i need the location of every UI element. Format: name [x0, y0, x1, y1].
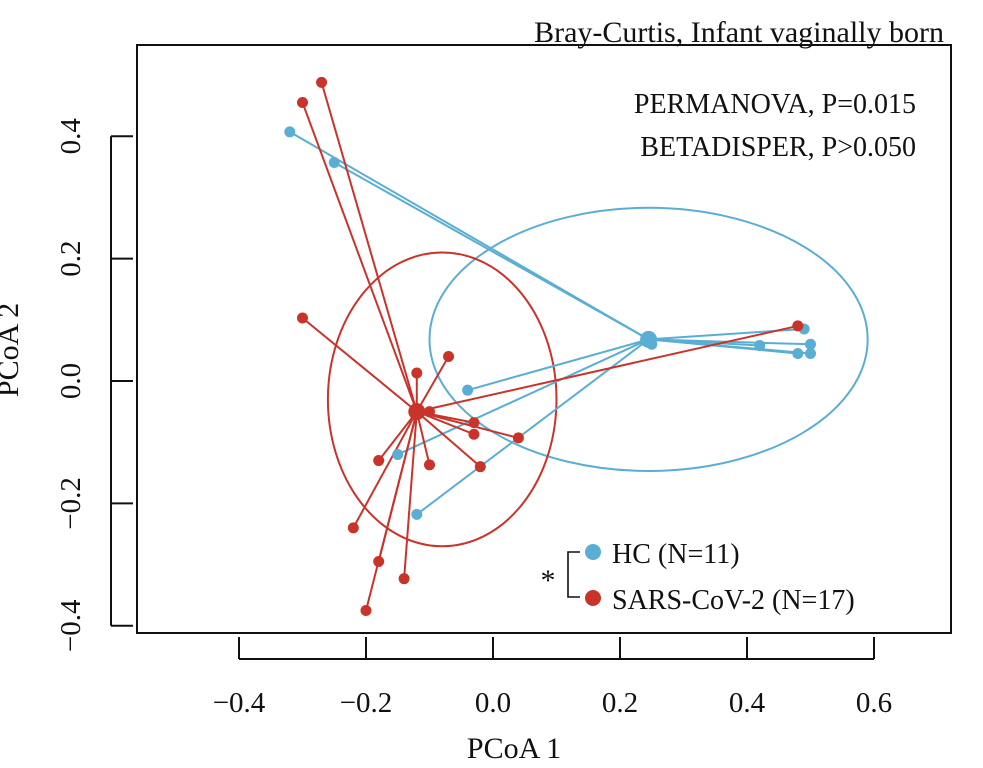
- group-ellipses: [326, 206, 869, 548]
- data-point: [411, 367, 423, 379]
- y-tick-label: 0.4: [55, 118, 87, 155]
- betadisper-annotation: BETADISPER, P>0.050: [640, 132, 916, 163]
- y-tick-label: −0.4: [55, 599, 87, 652]
- spoke-line: [365, 411, 418, 611]
- confidence-ellipse-0: [428, 206, 869, 472]
- centroid-marker-1: [408, 403, 426, 421]
- spoke-line: [352, 411, 418, 529]
- y-tick-label: −0.2: [55, 477, 87, 530]
- plot-frame: [136, 44, 952, 634]
- data-point: [398, 573, 410, 585]
- legend: * HC (N=11) SARS-CoV-2 (N=17): [541, 539, 855, 616]
- data-point: [360, 605, 372, 616]
- data-point: [328, 157, 340, 169]
- x-tick-label: 0.4: [729, 687, 766, 719]
- x-tick-label: 0.0: [475, 687, 511, 719]
- y-tick-label: 0.2: [55, 240, 87, 276]
- data-point: [474, 461, 486, 473]
- permanova-annotation: PERMANOVA, P=0.015: [634, 89, 916, 120]
- legend-marker-hc: [585, 544, 601, 560]
- spoke-line: [301, 102, 418, 412]
- data-point: [373, 556, 385, 568]
- x-tick-label: 0.2: [602, 687, 638, 719]
- data-point: [792, 320, 804, 332]
- x-axis-label: PCoA 1: [467, 732, 561, 765]
- spoke-line: [397, 338, 649, 456]
- spoke-line: [416, 410, 519, 439]
- significance-marker: *: [541, 564, 556, 597]
- spoke-line: [333, 161, 650, 341]
- data-point: [462, 384, 474, 396]
- data-point: [805, 338, 816, 350]
- x-axis: −0.4 −0.2 0.0 0.2 0.4 0.6: [213, 637, 892, 719]
- centroid-marker-0: [640, 330, 658, 348]
- data-point: [316, 76, 328, 88]
- data-point: [411, 508, 423, 520]
- data-point: [424, 406, 435, 418]
- spoke-line: [416, 324, 799, 413]
- y-axis-label: PCoA 2: [0, 303, 25, 397]
- centroid-spokes: [289, 82, 811, 611]
- spoke-line: [416, 410, 481, 468]
- spoke-line: [301, 317, 418, 413]
- x-tick-label: 0.6: [856, 687, 892, 719]
- spoke-line: [403, 411, 418, 579]
- data-point: [284, 126, 296, 138]
- y-axis: −0.4 −0.2 0.0 0.2 0.4: [55, 118, 133, 652]
- data-point: [297, 312, 308, 324]
- chart-title: Bray-Curtis, Infant vaginally born: [534, 16, 944, 49]
- data-point: [424, 459, 435, 471]
- confidence-ellipse-1: [326, 251, 558, 548]
- data-point: [805, 347, 816, 359]
- data-point: [392, 448, 404, 460]
- data-point: [443, 351, 455, 363]
- x-tick-label: −0.2: [340, 687, 393, 719]
- x-tick-label: −0.4: [213, 687, 266, 719]
- centroids: [408, 330, 658, 421]
- spoke-line: [648, 338, 811, 355]
- data-point: [468, 417, 480, 429]
- legend-label-sars: SARS-CoV-2 (N=17): [612, 585, 855, 616]
- data-point: [468, 428, 480, 440]
- y-tick-label: 0.0: [55, 363, 87, 399]
- legend-bracket: [567, 551, 580, 598]
- spoke-line: [377, 410, 418, 462]
- data-point: [512, 432, 524, 444]
- data-point: [792, 347, 804, 359]
- data-point: [347, 522, 359, 534]
- spoke-line: [320, 82, 418, 412]
- spoke-line: [415, 356, 450, 413]
- legend-marker-sars: [585, 590, 601, 606]
- data-point: [297, 97, 308, 109]
- spoke-line: [415, 411, 431, 466]
- data-point: [754, 340, 766, 352]
- data-points: [284, 76, 816, 616]
- spoke-line: [467, 338, 649, 392]
- data-point: [373, 455, 385, 467]
- legend-label-hc: HC (N=11): [612, 539, 740, 570]
